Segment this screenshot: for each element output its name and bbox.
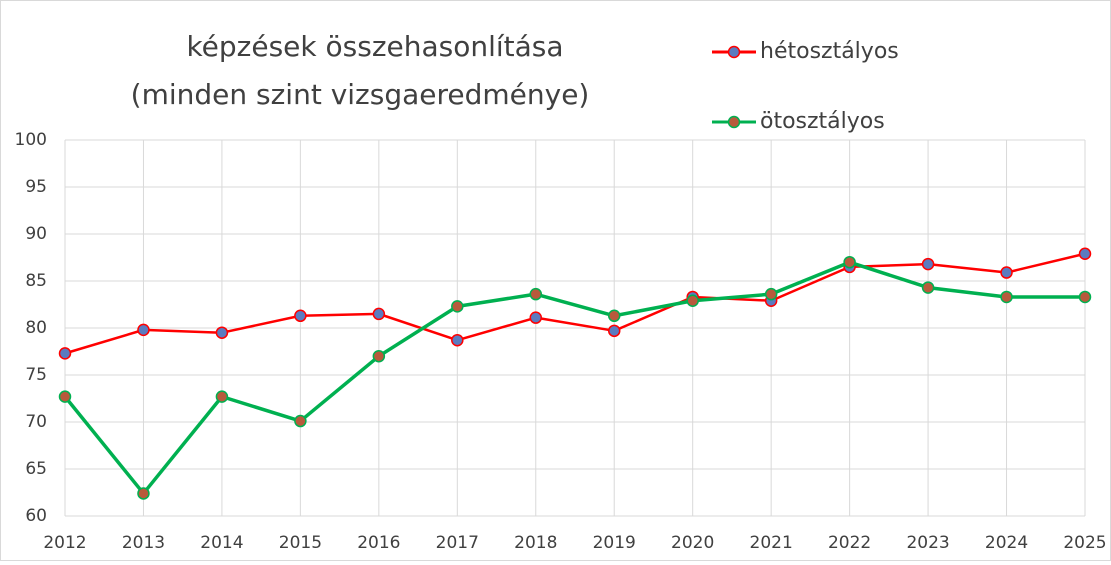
- series-line: [63, 260, 1085, 496]
- point: [137, 487, 150, 500]
- point: [451, 333, 464, 347]
- point: [372, 349, 386, 363]
- point: [58, 390, 72, 403]
- point: [921, 281, 935, 294]
- x-tick-label: 2023: [906, 533, 949, 553]
- x-tick-label: 2019: [593, 533, 636, 553]
- x-tick-label: 2014: [200, 533, 243, 553]
- point: [686, 294, 699, 307]
- y-tick-label: 65: [25, 459, 47, 479]
- y-tick-label: 85: [25, 271, 47, 291]
- point: [764, 287, 778, 301]
- y-tick-label: 100: [15, 130, 47, 150]
- x-tick-label: 2012: [43, 533, 86, 553]
- y-tick-label: 90: [25, 224, 47, 244]
- point: [529, 287, 543, 301]
- point: [58, 347, 72, 360]
- x-tick-label: 2022: [828, 533, 871, 553]
- point: [215, 326, 229, 339]
- point: [1000, 290, 1013, 304]
- point: [843, 255, 856, 269]
- legend-marker: [727, 45, 741, 59]
- point: [921, 257, 935, 271]
- point: [607, 309, 621, 323]
- point: [607, 324, 621, 338]
- point: [1078, 247, 1092, 260]
- point: [137, 323, 150, 337]
- legend-label: hétosztályos: [760, 39, 899, 64]
- x-tick-label: 2020: [671, 533, 714, 553]
- series-line: [64, 252, 1086, 355]
- y-tick-label: 60: [25, 506, 47, 526]
- chart-subtitle: (minden szint vizsgaeredménye): [131, 78, 590, 111]
- y-tick-label: 80: [25, 318, 47, 338]
- y-tick-label: 70: [25, 412, 47, 432]
- point: [372, 307, 386, 321]
- point: [1078, 290, 1092, 304]
- legend-marker: [727, 115, 741, 129]
- x-tick-label: 2017: [436, 533, 479, 553]
- point: [529, 311, 543, 324]
- x-tick-label: 2015: [279, 533, 322, 553]
- point: [1000, 266, 1013, 279]
- legend-label: ötosztályos: [760, 109, 885, 134]
- x-tick-label: 2013: [122, 533, 165, 553]
- point: [215, 390, 229, 403]
- x-tick-label: 2024: [985, 533, 1028, 553]
- x-tick-label: 2018: [514, 533, 557, 553]
- x-tick-label: 2016: [357, 533, 400, 553]
- point: [294, 414, 307, 428]
- x-tick-label: 2025: [1063, 533, 1106, 553]
- y-tick-label: 75: [25, 365, 47, 385]
- y-tick-label: 95: [25, 177, 47, 197]
- point: [294, 309, 307, 323]
- chart-title: képzések összehasonlítása: [186, 30, 563, 63]
- point: [451, 300, 464, 313]
- x-tick-label: 2021: [750, 533, 793, 553]
